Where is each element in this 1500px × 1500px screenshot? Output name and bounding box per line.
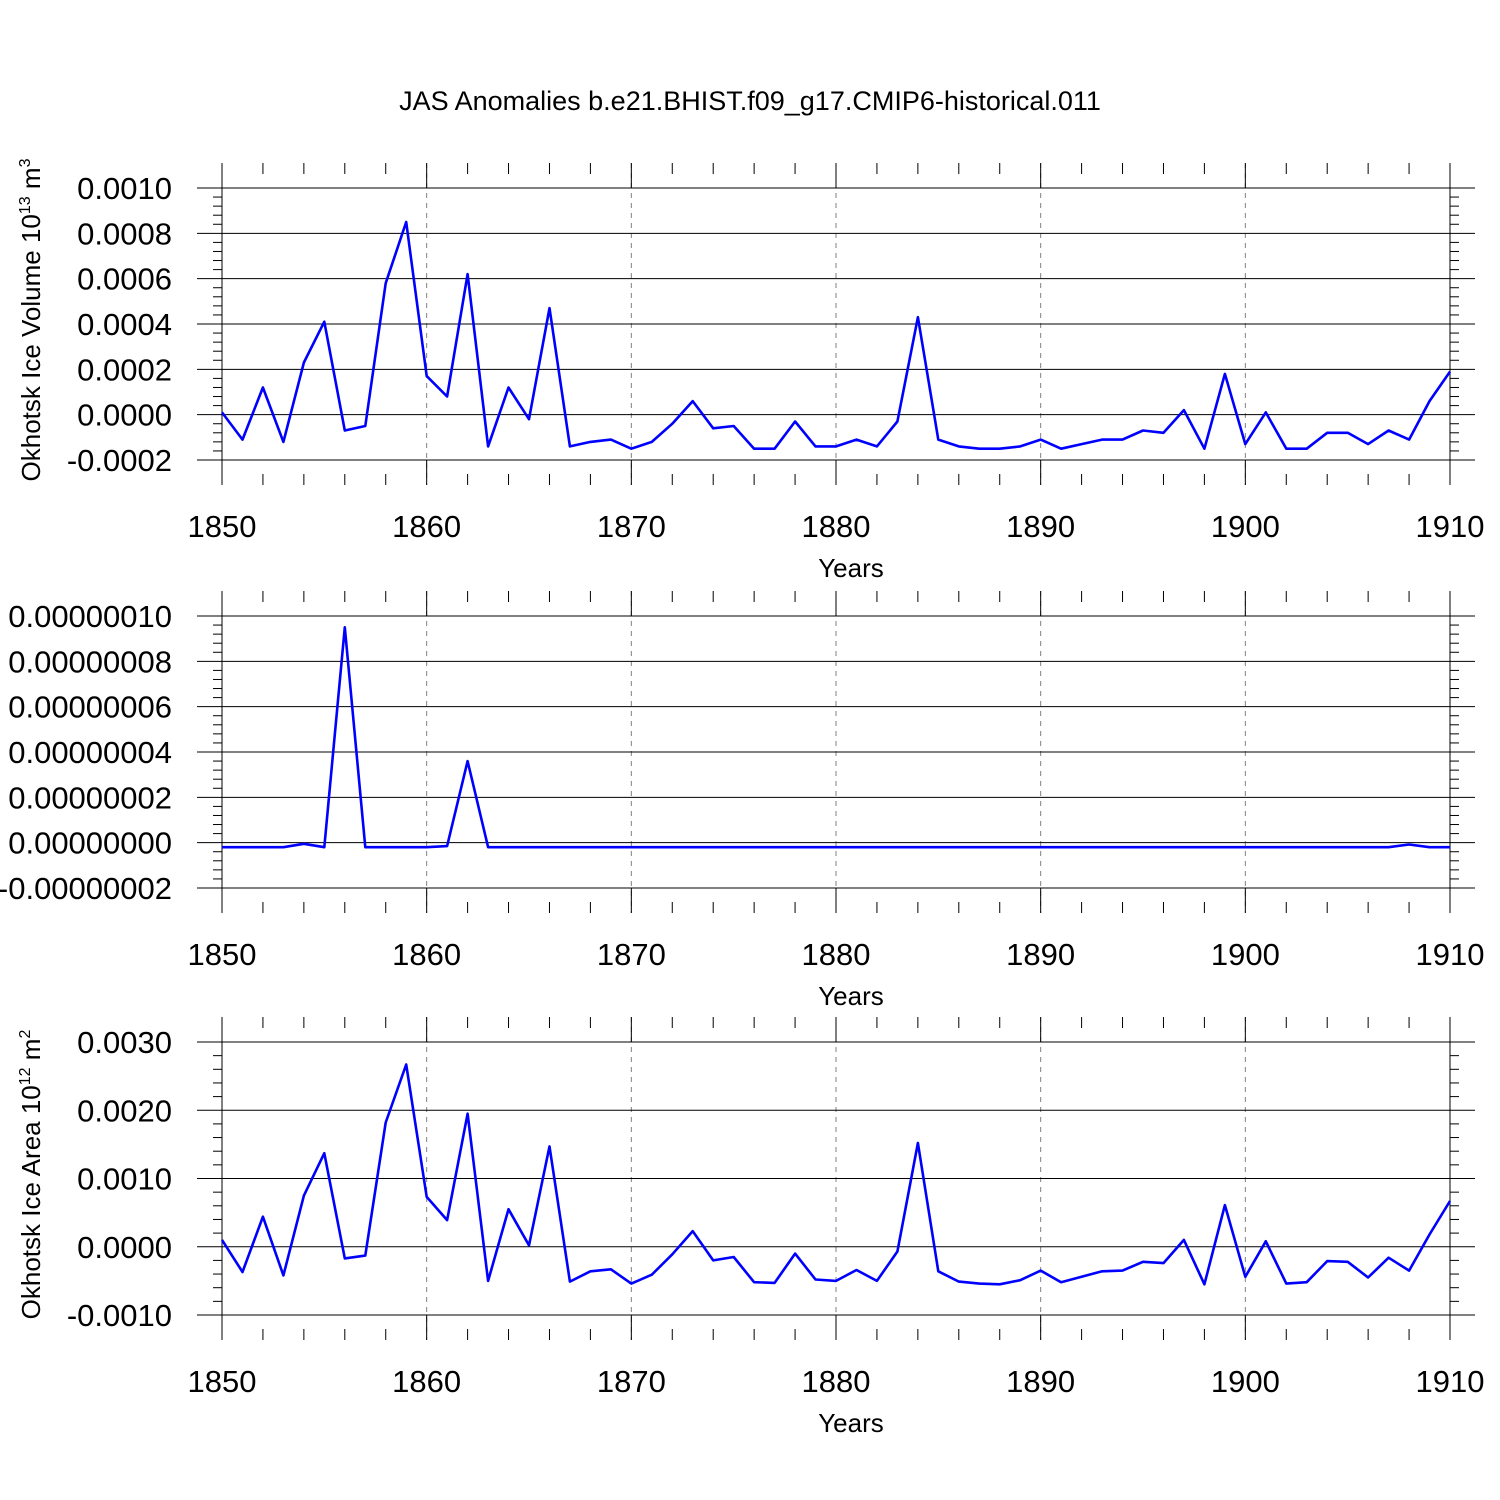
x-tick-label: 1900 — [1211, 1364, 1280, 1399]
x-tick-label: 1870 — [597, 937, 666, 972]
y-tick-label: 0.0002 — [77, 352, 172, 387]
y-tick-label: 0.0000 — [77, 398, 172, 433]
y-tick-label: 0.0008 — [77, 216, 172, 251]
x-tick-label: 1910 — [1416, 509, 1485, 544]
y-tick-label: -0.00000002 — [0, 871, 172, 906]
x-tick-label: 1870 — [597, 1364, 666, 1399]
y-tick-label: -0.0002 — [67, 443, 172, 478]
x-tick-label: 1910 — [1416, 937, 1485, 972]
y-tick-label: 0.0020 — [77, 1093, 172, 1128]
x-tick-label: 1890 — [1006, 937, 1075, 972]
x-tick-label: 1900 — [1211, 937, 1280, 972]
series-line — [220, 220, 1452, 451]
y-tick-label: 0.0004 — [77, 307, 172, 342]
x-tick-label: 1880 — [802, 509, 871, 544]
y-tick-label: -0.0010 — [67, 1298, 172, 1333]
x-tick-label: 1890 — [1006, 1364, 1075, 1399]
x-tick-label: 1910 — [1416, 1364, 1485, 1399]
y-tick-label: 0.0010 — [77, 1162, 172, 1197]
y-tick-label: 0.0000 — [77, 1230, 172, 1265]
x-tick-label: 1860 — [392, 937, 461, 972]
y-tick-label: 0.00000000 — [8, 826, 172, 861]
panel-ice-volume: -0.0002 0.0000 0.0002 0.0004 0.0006 0.0008 0.0… — [16, 158, 1484, 583]
x-tick-label: 1890 — [1006, 509, 1075, 544]
x-tick-label: 1860 — [392, 509, 461, 544]
panel-middle-series: -0.00000002 0.00000000 0.00000002 0.0000000… — [0, 591, 1484, 1011]
y-axis-label: Okhotsk Ice Area 1012 m2 — [16, 1030, 46, 1320]
y-tick-label: 0.00000008 — [8, 644, 172, 679]
y-tick-label: 0.00000006 — [8, 690, 172, 725]
series-line — [222, 625, 1450, 849]
y-tick-label: 0.00000002 — [8, 780, 172, 815]
panel-ice-area: -0.0010 0.0000 0.0010 0.0020 0.0030 1850 1860 1… — [16, 1017, 1484, 1438]
y-tick-label: 0.0006 — [77, 262, 172, 297]
y-axis-label: Okhotsk Ice Volume 1013 m3 — [16, 158, 46, 481]
x-tick-label: 1850 — [188, 937, 257, 972]
y-tick-label: 0.00000010 — [8, 599, 172, 634]
series-line — [220, 1063, 1452, 1286]
chart-title: JAS Anomalies b.e21.BHIST.f09_g17.CMIP6-… — [399, 86, 1101, 116]
x-axis-label: Years — [818, 1408, 884, 1438]
y-tick-label: 0.00000004 — [8, 735, 172, 770]
x-tick-label: 1900 — [1211, 509, 1280, 544]
y-tick-label: 0.0010 — [77, 171, 172, 206]
x-tick-label: 1870 — [597, 509, 666, 544]
x-tick-label: 1880 — [802, 1364, 871, 1399]
x-tick-label: 1860 — [392, 1364, 461, 1399]
x-tick-label: 1880 — [802, 937, 871, 972]
x-axis-label: Years — [818, 553, 884, 583]
y-tick-label: 0.0030 — [77, 1025, 172, 1060]
x-tick-label: 1850 — [188, 1364, 257, 1399]
x-tick-label: 1850 — [188, 509, 257, 544]
x-axis-label: Years — [818, 981, 884, 1011]
